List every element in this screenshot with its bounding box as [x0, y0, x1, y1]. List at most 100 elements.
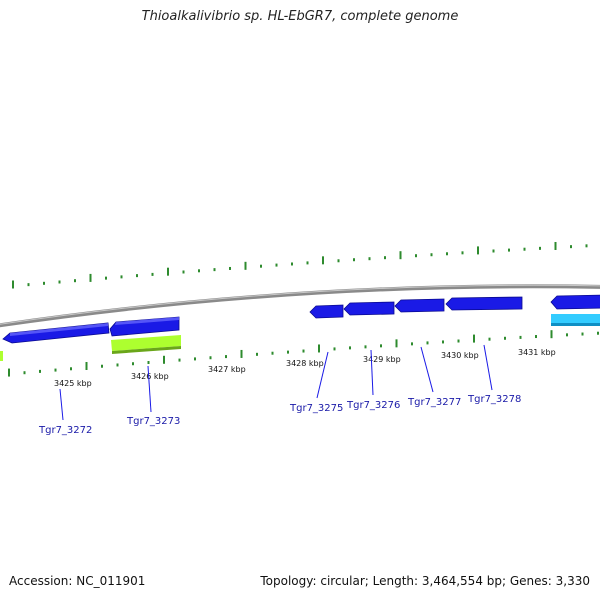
gene-arrow-tgr7-3275[interactable] — [309, 304, 344, 319]
leader-line-tgr7-3273 — [147, 365, 152, 413]
minor-tick — [446, 252, 448, 256]
minor-tick — [442, 340, 444, 344]
minor-tick — [198, 269, 200, 273]
minor-tick — [213, 268, 216, 272]
minor-tick — [535, 335, 537, 339]
leader-line-tgr7-3272 — [59, 388, 64, 421]
major-tick — [89, 273, 92, 282]
minor-tick — [291, 262, 293, 266]
ruler-label: 3426 kbp — [131, 372, 169, 381]
gene-label-tgr7-3277[interactable]: Tgr7_3277 — [407, 397, 461, 408]
minor-tick — [488, 337, 491, 341]
minor-tick — [54, 368, 57, 372]
ruler-label: 3425 kbp — [54, 379, 92, 388]
major-tick — [473, 334, 475, 343]
ruler-label: 3430 kbp — [441, 351, 479, 360]
ruler-label: 3431 kbp — [518, 348, 556, 357]
major-tick — [12, 280, 14, 289]
minor-tick — [23, 371, 26, 375]
minor-tick — [333, 347, 336, 351]
minor-tick — [58, 280, 61, 284]
minor-tick — [426, 341, 429, 345]
minor-tick — [430, 253, 433, 257]
green-feature[interactable] — [111, 335, 181, 354]
gene-arrow-tgr7-3276[interactable] — [343, 301, 395, 316]
major-tick — [85, 361, 88, 370]
genome-summary-text: Topology: circular; Length: 3,464,554 bp… — [260, 574, 590, 588]
minor-tick — [368, 257, 371, 261]
minor-tick — [508, 248, 510, 252]
minor-tick — [287, 350, 289, 354]
major-tick — [322, 256, 324, 265]
leader-line-tgr7-3276 — [370, 349, 374, 396]
genome-backbone-highlight — [0, 284, 600, 325]
cyan-feature[interactable] — [551, 314, 600, 326]
gene-arrow-tgr7-3278[interactable] — [445, 296, 523, 311]
ruler-label: 3429 kbp — [363, 355, 401, 364]
minor-tick — [116, 363, 119, 367]
minor-tick — [74, 279, 76, 283]
minor-tick — [178, 358, 181, 362]
minor-tick — [256, 352, 258, 356]
green-feature-left-edge[interactable] — [0, 351, 3, 361]
minor-tick — [504, 336, 506, 340]
minor-tick — [70, 367, 72, 371]
genome-backbone — [0, 284, 600, 328]
leader-line-tgr7-3275 — [316, 351, 329, 399]
minor-tick — [194, 357, 196, 361]
minor-tick — [597, 331, 599, 335]
minor-tick — [105, 276, 107, 280]
gene-arrow-right-edge[interactable] — [550, 294, 600, 310]
major-tick — [554, 241, 557, 250]
major-tick — [550, 330, 553, 339]
major-tick — [318, 344, 320, 353]
minor-tick — [411, 342, 413, 346]
minor-tick — [120, 275, 123, 279]
minor-tick — [519, 335, 522, 339]
minor-tick — [585, 244, 588, 248]
gene-label-tgr7-3273[interactable]: Tgr7_3273 — [126, 416, 180, 427]
gene-label-tgr7-3275[interactable]: Tgr7_3275 — [289, 403, 343, 414]
minor-tick — [353, 258, 355, 262]
minor-tick — [566, 333, 568, 337]
leader-line-tgr7-3277 — [420, 346, 434, 393]
minor-tick — [492, 249, 495, 253]
minor-tick — [229, 266, 231, 270]
major-tick — [395, 339, 398, 348]
minor-tick — [415, 254, 417, 258]
minor-tick — [271, 351, 274, 355]
minor-tick — [570, 245, 572, 249]
leader-line-tgr7-3278 — [483, 344, 493, 391]
gene-label-tgr7-3276[interactable]: Tgr7_3276 — [346, 400, 400, 411]
major-tick — [399, 251, 402, 260]
minor-tick — [349, 346, 351, 350]
minor-tick — [260, 264, 262, 268]
minor-tick — [461, 251, 464, 255]
minor-tick — [225, 355, 227, 359]
gene-arrow-tgr7-3277[interactable] — [394, 298, 445, 313]
minor-tick — [581, 332, 584, 336]
minor-tick — [306, 261, 309, 265]
minor-tick — [384, 256, 386, 260]
minor-tick — [209, 356, 212, 360]
minor-tick — [364, 345, 367, 349]
minor-tick — [27, 283, 30, 287]
ruler-label: 3427 kbp — [208, 365, 246, 374]
minor-tick — [151, 272, 154, 276]
minor-tick — [457, 339, 460, 343]
gene-label-tgr7-3272[interactable]: Tgr7_3272 — [38, 425, 92, 436]
minor-tick — [539, 246, 541, 250]
minor-tick — [275, 263, 278, 267]
minor-tick — [132, 362, 134, 366]
gene-arrow-tgr7-3273[interactable] — [109, 316, 180, 337]
minor-tick — [337, 259, 340, 263]
minor-tick — [39, 369, 41, 373]
outer-tick-ring — [12, 241, 588, 289]
minor-tick — [523, 247, 526, 251]
gene-arrow-tgr7-3272[interactable] — [2, 322, 110, 344]
gene-label-tgr7-3278[interactable]: Tgr7_3278 — [467, 394, 521, 405]
inner-tick-ring — [8, 330, 599, 377]
gene-leader-lines — [59, 344, 493, 421]
minor-tick — [147, 361, 150, 365]
